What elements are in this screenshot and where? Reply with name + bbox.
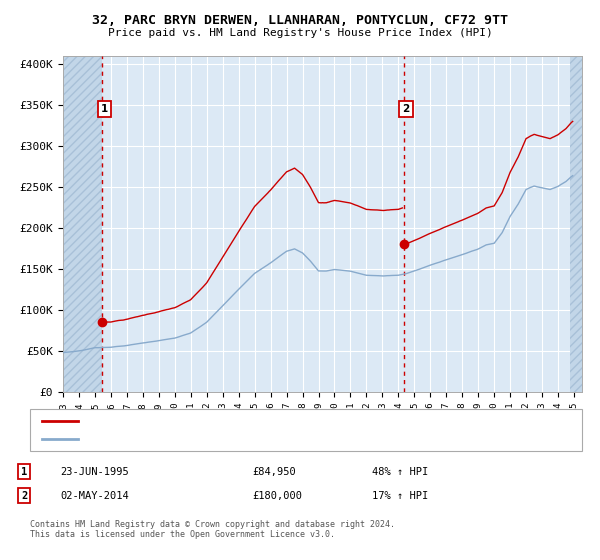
Text: 23-JUN-1995: 23-JUN-1995 — [60, 466, 129, 477]
Text: Contains HM Land Registry data © Crown copyright and database right 2024.
This d: Contains HM Land Registry data © Crown c… — [30, 520, 395, 539]
Text: 17% ↑ HPI: 17% ↑ HPI — [372, 491, 428, 501]
Text: 1: 1 — [101, 104, 109, 114]
Text: £180,000: £180,000 — [252, 491, 302, 501]
Text: HPI: Average price, detached house, Rhondda Cynon Taf: HPI: Average price, detached house, Rhon… — [87, 434, 398, 444]
Text: 32, PARC BRYN DERWEN, LLANHARAN, PONTYCLUN, CF72 9TT: 32, PARC BRYN DERWEN, LLANHARAN, PONTYCL… — [92, 14, 508, 27]
Text: £84,950: £84,950 — [252, 466, 296, 477]
Text: Price paid vs. HM Land Registry's House Price Index (HPI): Price paid vs. HM Land Registry's House … — [107, 28, 493, 38]
Text: 32, PARC BRYN DERWEN, LLANHARAN, PONTYCLUN, CF72 9TT (detached house): 32, PARC BRYN DERWEN, LLANHARAN, PONTYCL… — [87, 416, 493, 426]
Text: 2: 2 — [21, 491, 27, 501]
Text: 2: 2 — [403, 104, 410, 114]
Text: 48% ↑ HPI: 48% ↑ HPI — [372, 466, 428, 477]
Text: 02-MAY-2014: 02-MAY-2014 — [60, 491, 129, 501]
Text: 1: 1 — [21, 466, 27, 477]
